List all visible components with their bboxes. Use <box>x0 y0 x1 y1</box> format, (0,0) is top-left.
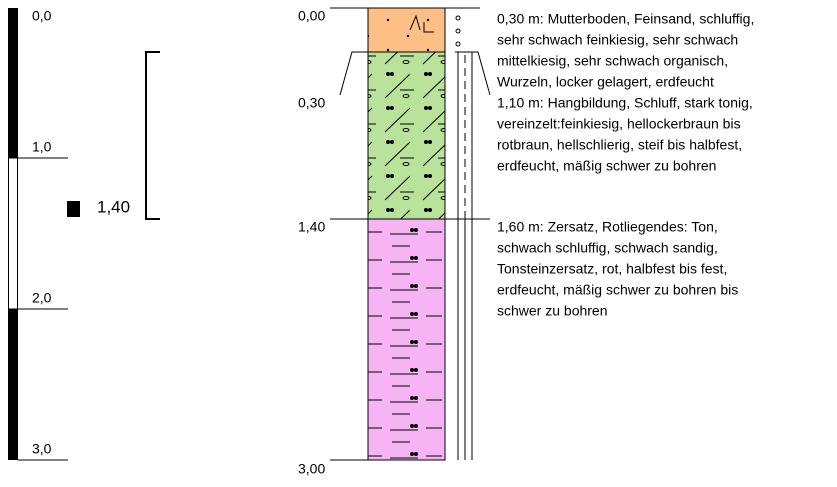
symbol <box>409 14 434 33</box>
layer-pattern <box>368 219 445 460</box>
layer-description: 0,30 m: Mutterboden, Feinsand, schluffig… <box>497 11 754 27</box>
depth-lines <box>330 7 491 461</box>
layer-pattern <box>368 8 445 52</box>
scale-segment <box>8 157 18 310</box>
depth-label: 0,30 <box>298 95 325 111</box>
depth-label: 1,40 <box>298 219 325 235</box>
scale-label: 0,0 <box>32 8 52 24</box>
scale-segment <box>8 309 18 460</box>
well-pipe <box>455 15 473 460</box>
depth-label: 3,00 <box>298 461 325 477</box>
water-marker <box>67 201 80 217</box>
layer-description: Wurzeln, locker gelagert, erdfeucht <box>497 74 714 90</box>
layer-description: mittelkiesig, sehr schwach organisch, <box>497 53 728 69</box>
layer-description: Tonsteinzersatz, rot, halbfest bis fest, <box>497 261 727 277</box>
layer-description: erdfeucht, mäßig schwer zu bohren bis <box>497 282 738 298</box>
layer-description: vereinzelt:feinkiesig, hellockerbraun bi… <box>497 116 741 132</box>
bracket <box>145 51 160 220</box>
water-level-label: 1,40 <box>97 197 130 216</box>
column-border <box>367 7 446 461</box>
layer-description: schwach schluffig, schwach sandig, <box>497 240 718 256</box>
scale-label: 1,0 <box>32 139 52 155</box>
scale-ticks <box>18 157 68 461</box>
scale-label: 2,0 <box>32 290 52 306</box>
layer-description: 1,10 m: Hangbildung, Schluff, stark toni… <box>497 95 753 111</box>
layer-description: sehr schwach feinkiesig, sehr schwach <box>497 32 738 48</box>
scale-segment <box>8 8 18 158</box>
layer-pattern <box>368 52 445 219</box>
layer-description: 1,60 m: Zersatz, Rotliegendes: Ton, <box>497 219 718 235</box>
depth-label: 0,00 <box>298 8 325 24</box>
layer-description: schwer zu bohren <box>497 303 608 319</box>
scale-label: 3,0 <box>32 441 52 457</box>
layer-description: rotbraun, hellschlierig, steif bis halbf… <box>497 137 742 153</box>
layer-description: erdfeucht, mäßig schwer zu bohren <box>497 158 716 174</box>
